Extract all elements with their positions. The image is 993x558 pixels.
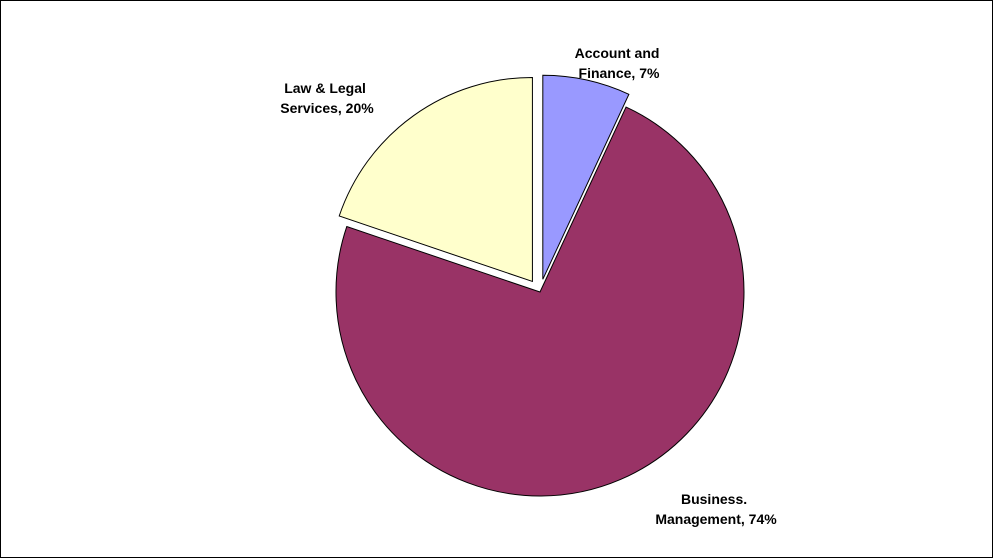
label-business-management: Business. Management, 74% [655, 491, 777, 527]
slice-account-and-finance [542, 74, 630, 280]
slice-business-management [335, 106, 745, 497]
label-account-and-finance: Account and Finance, 7% [575, 45, 664, 81]
label-law-legal-services: Law & Legal Services, 20% [280, 80, 374, 116]
slice-law-legal-services [338, 76, 533, 283]
